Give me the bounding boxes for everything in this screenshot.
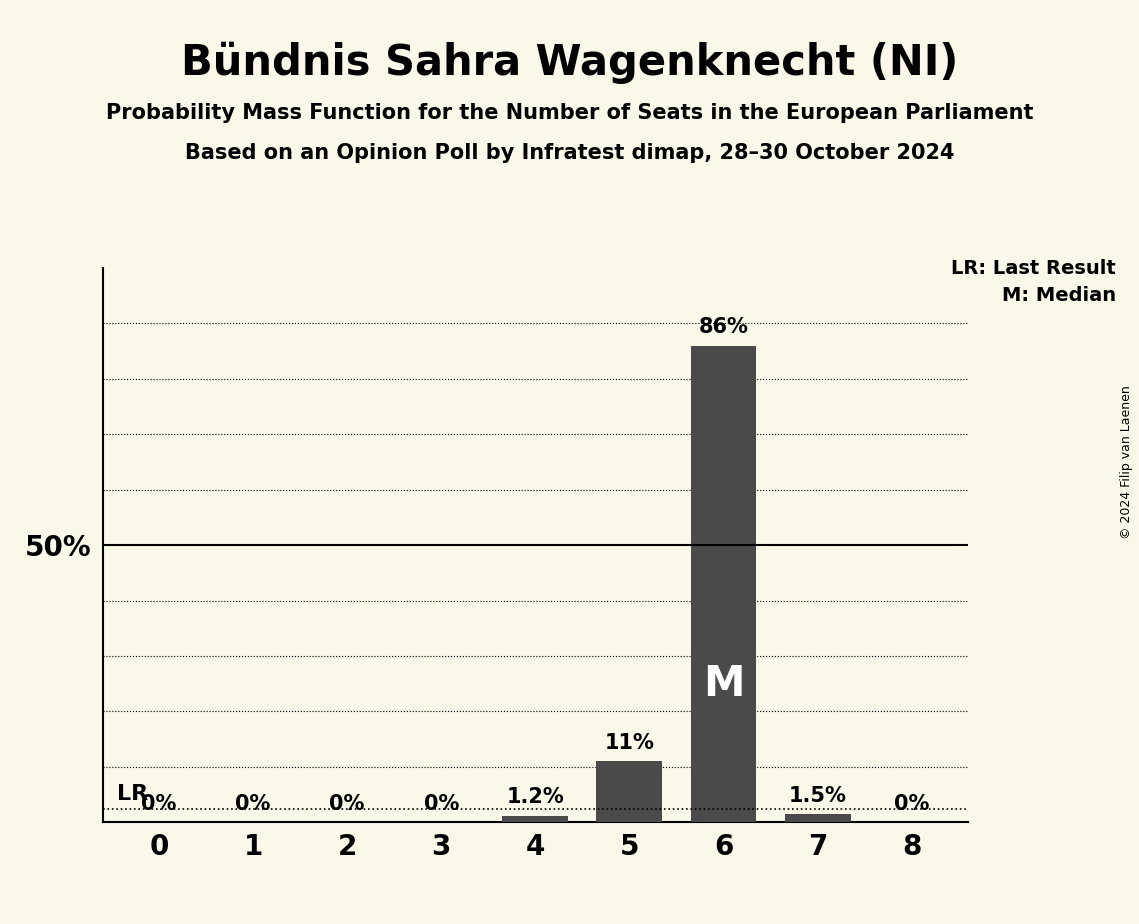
Bar: [502, 816, 568, 822]
Text: Probability Mass Function for the Number of Seats in the European Parliament: Probability Mass Function for the Number…: [106, 103, 1033, 124]
Text: LR: LR: [116, 784, 148, 804]
Text: 0%: 0%: [424, 794, 459, 814]
Bar: [785, 814, 851, 822]
Text: 0%: 0%: [236, 794, 271, 814]
Text: 0%: 0%: [141, 794, 177, 814]
Text: 0%: 0%: [894, 794, 929, 814]
Text: LR: Last Result: LR: Last Result: [951, 259, 1116, 278]
Text: 86%: 86%: [698, 317, 748, 337]
Text: 1.2%: 1.2%: [507, 787, 564, 808]
Text: © 2024 Filip van Laenen: © 2024 Filip van Laenen: [1121, 385, 1133, 539]
Text: M: M: [703, 663, 744, 705]
Text: Bündnis Sahra Wagenknecht (NI): Bündnis Sahra Wagenknecht (NI): [181, 42, 958, 84]
Bar: [597, 761, 663, 822]
Text: 11%: 11%: [605, 733, 655, 753]
Text: 1.5%: 1.5%: [788, 785, 846, 806]
Text: Based on an Opinion Poll by Infratest dimap, 28–30 October 2024: Based on an Opinion Poll by Infratest di…: [185, 143, 954, 164]
Text: M: Median: M: Median: [1002, 286, 1116, 306]
Text: 0%: 0%: [329, 794, 364, 814]
Bar: [690, 346, 756, 822]
